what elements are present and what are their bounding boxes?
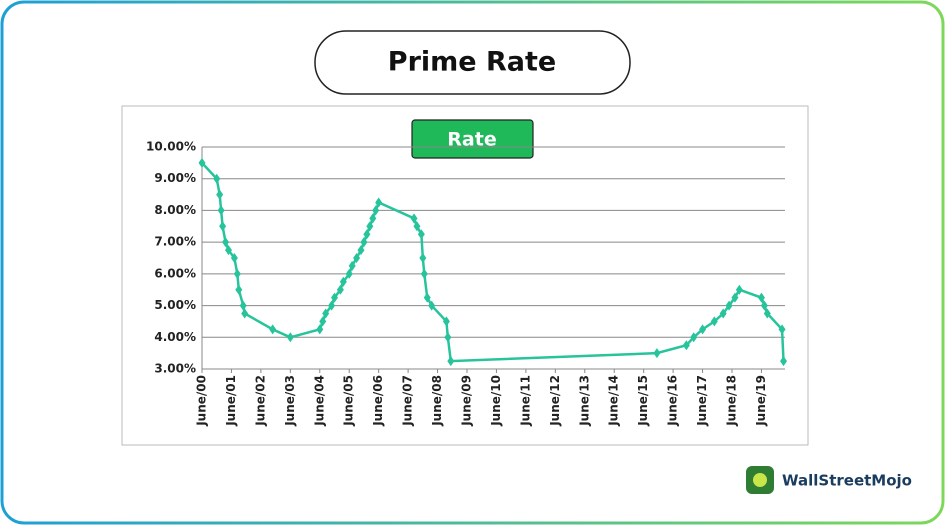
marker — [417, 229, 425, 240]
x-tick-label: June/17 — [695, 375, 709, 427]
marker — [360, 237, 368, 248]
marker — [442, 316, 450, 327]
x-tick-label: June/15 — [636, 375, 650, 427]
y-tick-label: 10.00% — [146, 140, 196, 154]
marker — [413, 221, 421, 232]
marker — [444, 332, 452, 343]
marker — [653, 348, 661, 359]
marker — [222, 237, 230, 248]
marker — [213, 173, 221, 184]
marker — [339, 276, 347, 287]
marker — [710, 316, 718, 327]
marker — [269, 324, 277, 335]
x-tick-label: June/05 — [342, 375, 356, 427]
marker — [219, 221, 227, 232]
y-tick-label: 9.00% — [154, 171, 196, 185]
legend-label: Rate — [447, 129, 496, 151]
marker — [731, 292, 739, 303]
y-tick-label: 8.00% — [154, 203, 196, 217]
marker — [217, 205, 225, 216]
marker — [699, 324, 707, 335]
x-tick-label: June/09 — [460, 375, 474, 427]
marker — [780, 356, 788, 367]
marker — [198, 157, 206, 168]
marker — [778, 324, 786, 335]
y-tick-label: 3.00% — [154, 362, 196, 376]
marker — [419, 253, 427, 263]
x-tick-label: June/02 — [253, 375, 267, 427]
marker — [241, 308, 249, 319]
marker — [690, 332, 698, 343]
marker — [757, 292, 765, 303]
marker — [357, 245, 365, 256]
marker — [348, 260, 356, 271]
y-tick-label: 5.00% — [154, 298, 196, 312]
x-tick-label: June/18 — [725, 375, 739, 427]
marker — [372, 205, 380, 216]
marker — [363, 229, 371, 240]
marker — [719, 308, 727, 319]
marker — [369, 213, 377, 224]
x-tick-label: June/07 — [401, 375, 415, 427]
x-tick-label: June/13 — [577, 375, 591, 427]
marker — [428, 300, 436, 311]
marker — [410, 213, 418, 224]
marker — [286, 332, 294, 343]
marker — [423, 292, 431, 303]
brand: WallStreetMojo — [782, 472, 912, 490]
marker — [366, 221, 374, 232]
marker — [319, 316, 327, 327]
marker — [760, 300, 768, 311]
marker — [225, 245, 232, 256]
x-tick-label: June/14 — [607, 375, 621, 427]
x-tick-label: June/12 — [548, 375, 562, 427]
marker — [239, 300, 247, 311]
marker — [353, 253, 361, 263]
marker — [682, 340, 690, 351]
x-tick-label: June/19 — [754, 375, 768, 427]
marker — [233, 268, 241, 279]
y-tick-label: 7.00% — [154, 235, 196, 249]
chart-title: Prime Rate — [388, 47, 556, 78]
x-tick-label: June/01 — [224, 375, 238, 427]
x-tick-label: June/06 — [371, 375, 385, 427]
marker — [345, 268, 353, 279]
marker — [230, 253, 238, 263]
title-pill — [314, 30, 631, 95]
legend — [411, 119, 534, 159]
x-tick-label: June/00 — [195, 375, 209, 427]
marker — [216, 189, 224, 200]
x-tick-label: June/11 — [518, 375, 532, 427]
marker — [725, 300, 733, 311]
y-tick-label: 6.00% — [154, 266, 196, 280]
marker — [331, 292, 338, 303]
x-tick-label: June/10 — [489, 375, 503, 427]
marker — [735, 284, 743, 295]
y-tick-label: 4.00% — [154, 330, 196, 344]
marker — [328, 300, 336, 311]
x-tick-label: June/08 — [430, 375, 444, 427]
marker — [235, 284, 243, 295]
marker — [375, 197, 383, 208]
logo: WallStreetMojo — [746, 466, 912, 494]
marker — [447, 356, 455, 367]
x-tick-label: June/16 — [666, 375, 680, 427]
x-tick-label: June/04 — [312, 375, 326, 427]
marker — [763, 308, 771, 319]
marker — [316, 324, 324, 335]
marker — [420, 268, 428, 279]
marker — [336, 284, 344, 295]
x-tick-label: June/03 — [283, 375, 297, 427]
marker — [322, 308, 330, 319]
